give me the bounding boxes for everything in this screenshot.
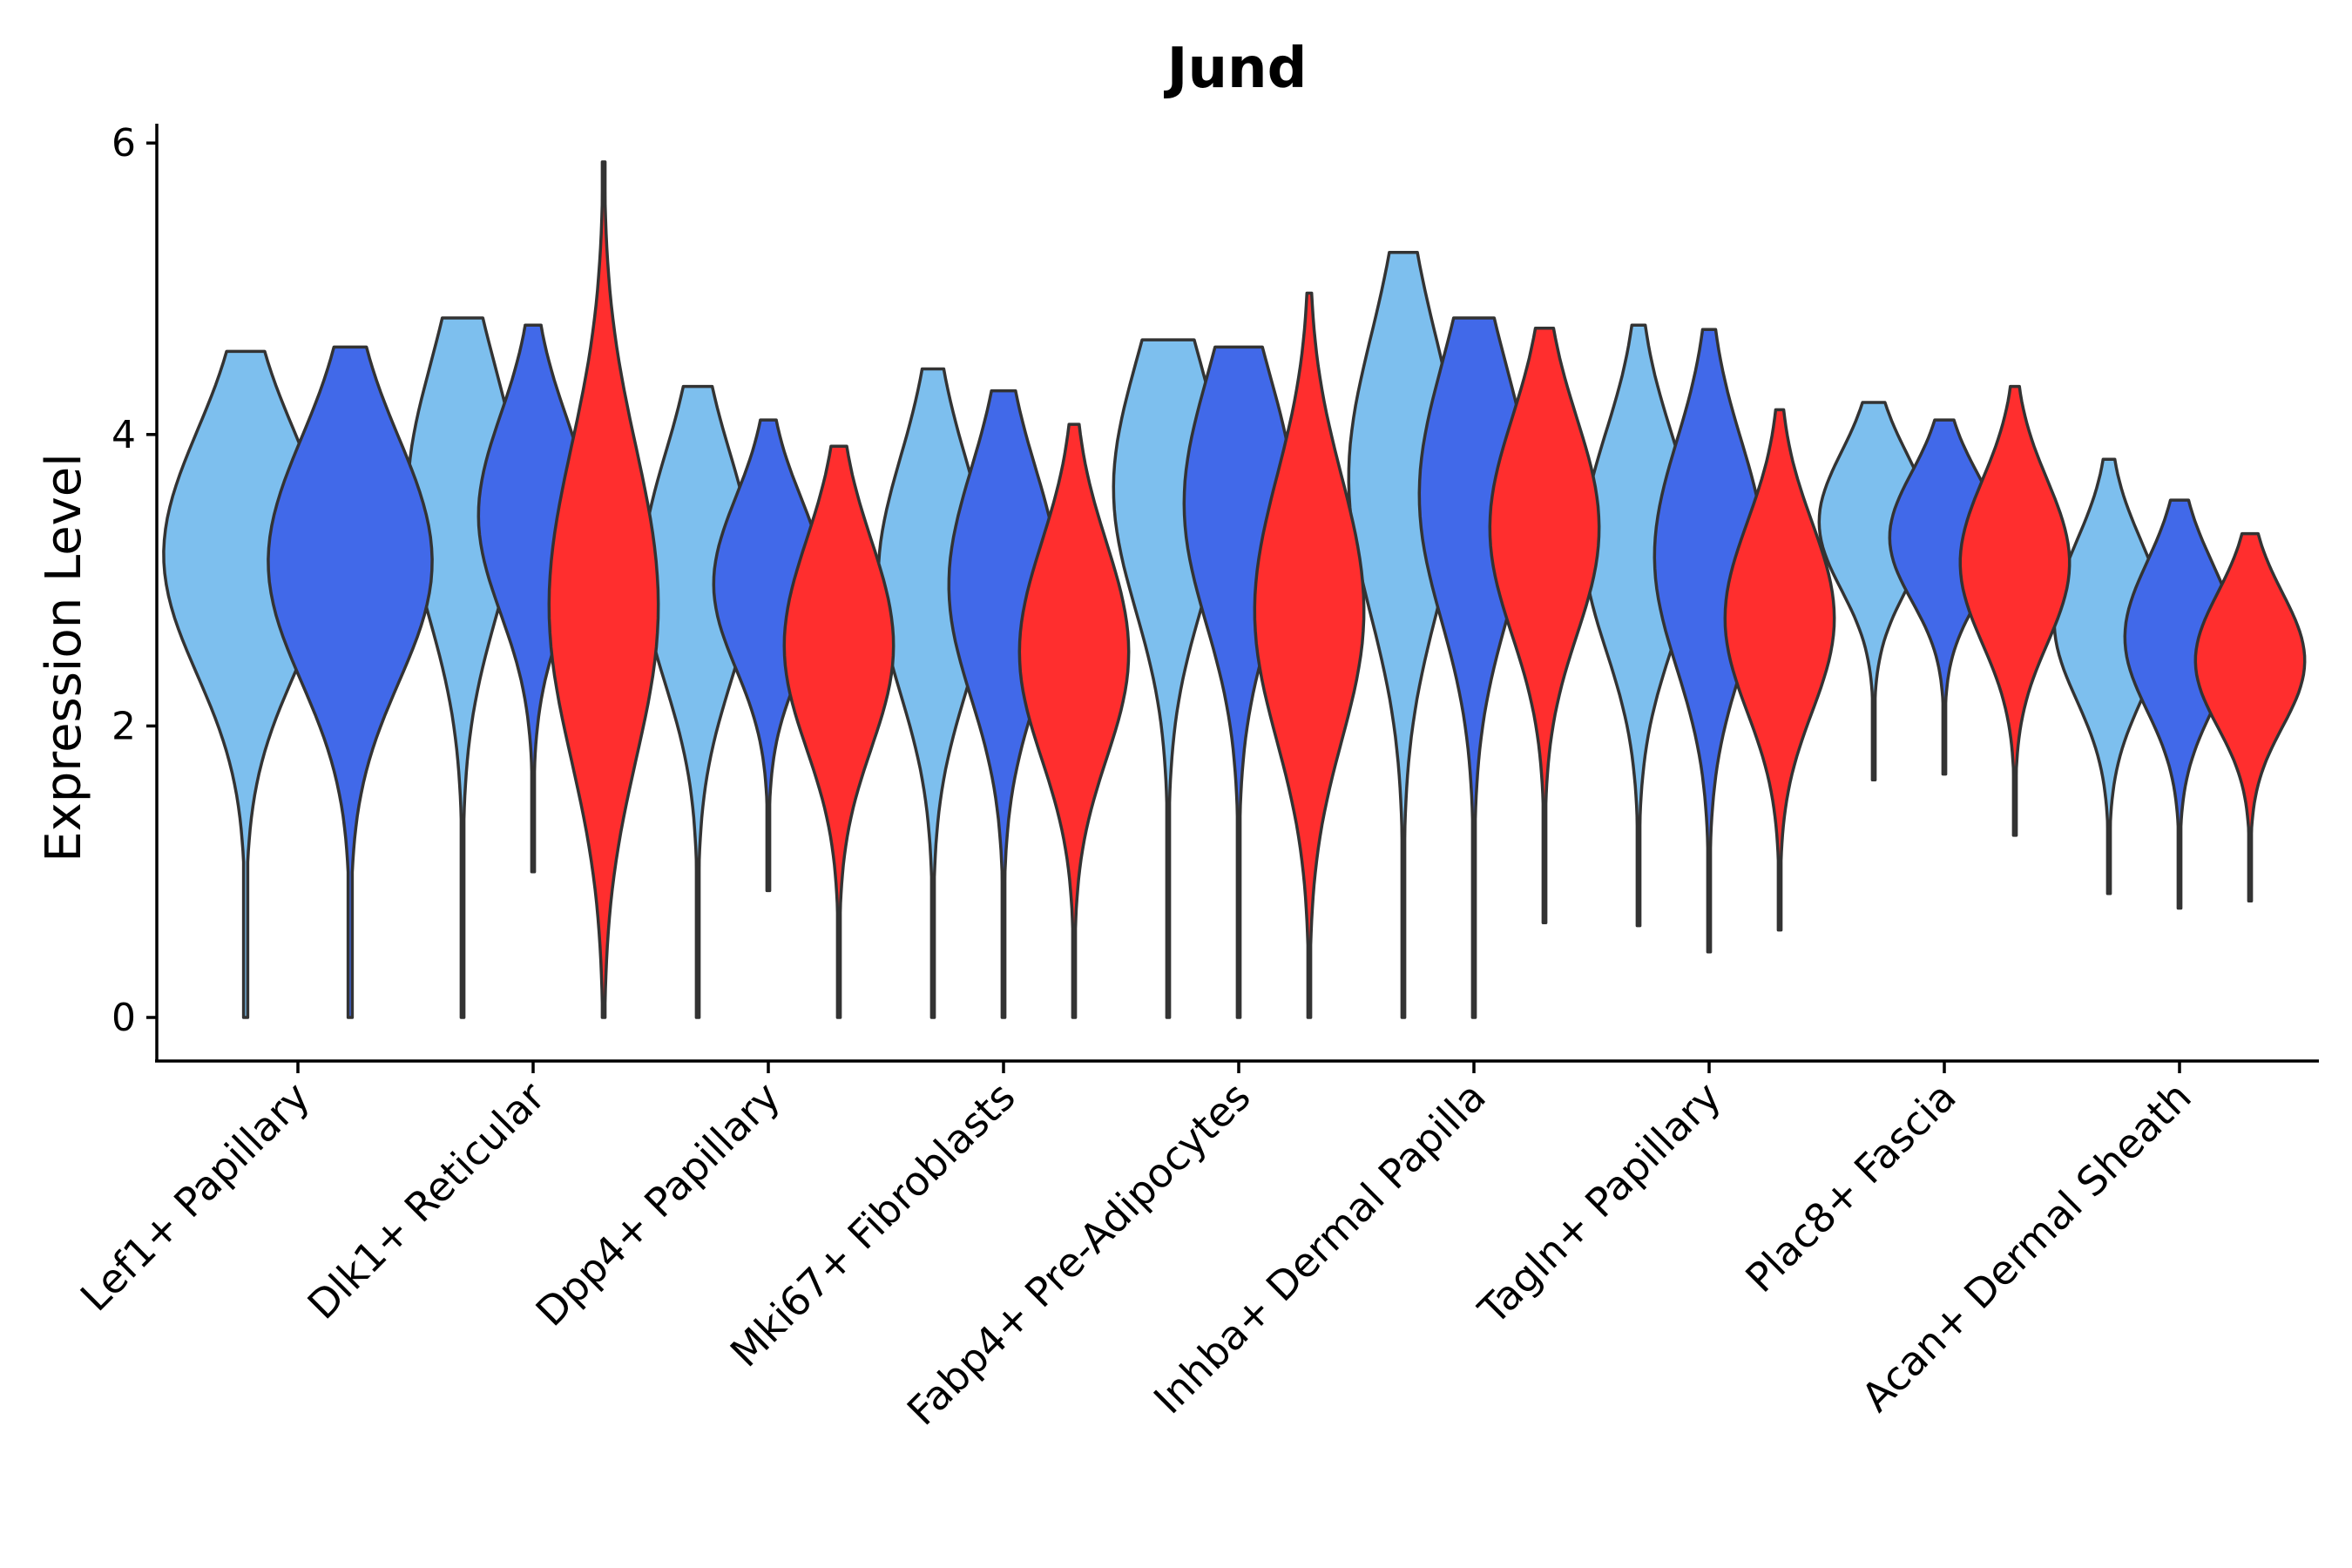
chart-title: Jund — [1164, 37, 1308, 101]
x-tick-label: Dpp4+ Papillary — [527, 1073, 789, 1335]
y-axis-label: Expression Level — [36, 453, 92, 862]
x-tick-label: Tagln+ Papillary — [1469, 1073, 1730, 1335]
violin-group-2-9 — [2123, 498, 2236, 910]
y-tick-label: 2 — [112, 704, 136, 748]
violin-group-2-4 — [947, 389, 1060, 1019]
x-tick-label: Dlk1+ Reticular — [299, 1073, 554, 1328]
violin-group-2-7 — [1652, 328, 1766, 954]
y-ticks: 0 2 4 6 — [112, 121, 157, 1040]
violin-group-3-5 — [1253, 291, 1366, 1019]
violin-group-3-9 — [2193, 531, 2307, 902]
violin-group-3-2 — [547, 160, 660, 1019]
violin-group-3-3 — [782, 444, 896, 1019]
violin-group-3-8 — [1958, 384, 2072, 837]
y-tick-label: 6 — [112, 121, 136, 166]
violins-layer — [162, 160, 2307, 1019]
violin-group-3-7 — [1723, 408, 1836, 932]
violin-group-1-3 — [641, 384, 754, 1019]
y-tick-label: 0 — [112, 996, 136, 1040]
violin-group-3-4 — [1017, 422, 1131, 1019]
violin-group-2-3 — [712, 418, 825, 893]
violin-group-2-1 — [267, 345, 434, 1019]
y-tick-label: 4 — [112, 413, 136, 457]
violin-group-2-2 — [476, 323, 590, 874]
violin-group-3-6 — [1488, 326, 1601, 925]
x-tick-label: Plac8+ Fascia — [1736, 1073, 1964, 1301]
violin-group-1-9 — [2052, 457, 2166, 896]
x-tick-label: Lef1+ Papillary — [71, 1073, 319, 1321]
